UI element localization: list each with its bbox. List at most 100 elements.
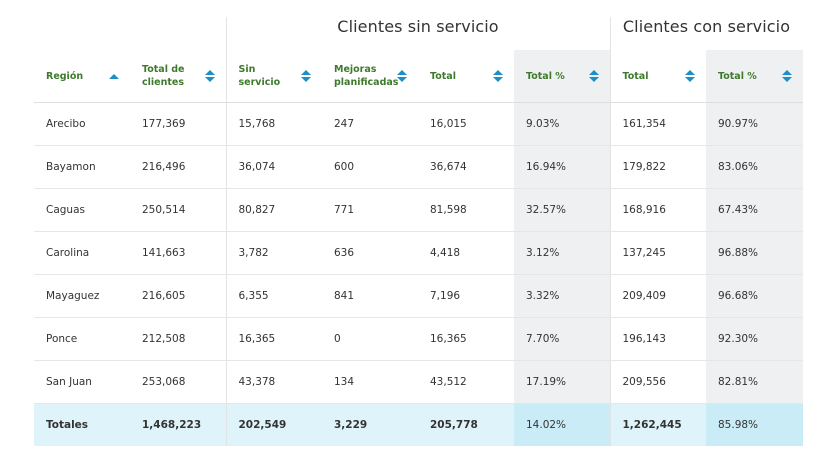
- cell-total-clients: 177,369: [130, 102, 226, 146]
- cell-without-service: 202,549: [225, 403, 322, 446]
- cell-region: Totales: [34, 403, 130, 446]
- group-title-without-service: Clientes sin servicio: [337, 17, 499, 36]
- column-header-total-pct-with[interactable]: Total %: [706, 50, 803, 103]
- group-divider: [610, 17, 611, 50]
- column-header-label: Total %: [718, 70, 757, 82]
- column-header-label: Total: [430, 70, 456, 82]
- cell-total-clients: 253,068: [130, 360, 226, 404]
- cell-region: Caguas: [34, 188, 130, 232]
- table-row: Ponce 212,508 16,365 0 16,365 7.70% 196,143 92.…: [34, 317, 803, 361]
- cell-planned-improvements: 771: [322, 188, 418, 232]
- cell-without-service: 36,074: [225, 145, 322, 189]
- cell-total-without: 205,778: [418, 403, 514, 446]
- cell-planned-improvements: 0: [322, 317, 418, 361]
- cell-total-clients: 212,508: [130, 317, 226, 361]
- column-header-row: Región Total de clientes Sin servicio Mejor…: [34, 50, 803, 103]
- table-row: Mayaguez 216,605 6,355 841 7,196 3.32% 209,409…: [34, 274, 803, 318]
- cell-total-pct-without: 3.32%: [514, 274, 610, 318]
- column-header-without-service[interactable]: Sin servicio: [225, 50, 322, 103]
- cell-total-pct-with: 90.97%: [706, 102, 803, 146]
- outage-data-table: Región Total de clientes Sin servicio Mejor…: [34, 50, 803, 446]
- cell-total-pct-without: 32.57%: [514, 188, 610, 232]
- cell-total-with: 209,409: [609, 274, 706, 318]
- column-header-label: Total de clientes: [142, 64, 185, 88]
- cell-total-without: 43,512: [418, 360, 514, 404]
- cell-total-pct-without: 7.70%: [514, 317, 610, 361]
- outage-table-widget: Clientes sin servicio Clientes con servi…: [34, 17, 803, 446]
- cell-region: Arecibo: [34, 102, 130, 146]
- cell-planned-improvements: 247: [322, 102, 418, 146]
- cell-total-pct-without: 9.03%: [514, 102, 610, 146]
- cell-planned-improvements: 841: [322, 274, 418, 318]
- cell-region: Bayamon: [34, 145, 130, 189]
- column-header-region[interactable]: Región: [34, 50, 130, 103]
- cell-total-clients: 141,663: [130, 231, 226, 275]
- column-header-label: Total: [622, 70, 649, 82]
- sort-toggle-icon[interactable]: [396, 69, 408, 83]
- cell-region: Carolina: [34, 231, 130, 275]
- cell-total-pct-without: 14.02%: [514, 403, 610, 446]
- cell-total-with: 179,822: [609, 145, 706, 189]
- table-row: Caguas 250,514 80,827 771 81,598 32.57% 168,91…: [34, 188, 803, 232]
- cell-total-pct-with: 85.98%: [706, 403, 803, 446]
- cell-total-pct-with: 96.68%: [706, 274, 803, 318]
- sort-toggle-icon[interactable]: [588, 69, 600, 83]
- cell-without-service: 43,378: [225, 360, 322, 404]
- table-row: Arecibo 177,369 15,768 247 16,015 9.03% 161,35…: [34, 102, 803, 146]
- cell-total-with: 168,916: [609, 188, 706, 232]
- cell-total-with: 137,245: [609, 231, 706, 275]
- cell-total-with: 161,354: [609, 102, 706, 146]
- cell-without-service: 6,355: [225, 274, 322, 318]
- sort-toggle-icon[interactable]: [204, 69, 216, 83]
- sort-toggle-icon[interactable]: [684, 69, 696, 83]
- column-header-planned-improvements[interactable]: Mejoras planificadas: [322, 50, 418, 103]
- cell-total-without: 81,598: [418, 188, 514, 232]
- group-header-row: Clientes sin servicio Clientes con servi…: [34, 17, 803, 50]
- cell-total-pct-without: 3.12%: [514, 231, 610, 275]
- cell-without-service: 16,365: [225, 317, 322, 361]
- cell-planned-improvements: 600: [322, 145, 418, 189]
- cell-total-without: 16,365: [418, 317, 514, 361]
- cell-total-without: 7,196: [418, 274, 514, 318]
- cell-total-pct-with: 82.81%: [706, 360, 803, 404]
- cell-total-with: 1,262,445: [609, 403, 706, 446]
- column-header-label: Mejoras planificadas: [334, 64, 399, 88]
- column-header-label: Sin servicio: [238, 64, 281, 88]
- table-row: San Juan 253,068 43,378 134 43,512 17.19% 209,…: [34, 360, 803, 404]
- table-body: Arecibo 177,369 15,768 247 16,015 9.03% 161,35…: [34, 102, 803, 446]
- cell-total-pct-with: 96.88%: [706, 231, 803, 275]
- table-row: Carolina 141,663 3,782 636 4,418 3.12% 137,245…: [34, 231, 803, 275]
- group-title-with-service: Clientes con servicio: [622, 17, 791, 36]
- cell-region: San Juan: [34, 360, 130, 404]
- sort-ascending-icon[interactable]: [108, 72, 120, 80]
- cell-without-service: 3,782: [225, 231, 322, 275]
- column-header-label: Región: [46, 70, 84, 82]
- cell-region: Mayaguez: [34, 274, 130, 318]
- sort-toggle-icon[interactable]: [781, 69, 793, 83]
- cell-total-clients: 216,496: [130, 145, 226, 189]
- cell-without-service: 80,827: [225, 188, 322, 232]
- column-header-total-without[interactable]: Total: [418, 50, 514, 103]
- cell-total-pct-without: 16.94%: [514, 145, 610, 189]
- cell-total-pct-with: 83.06%: [706, 145, 803, 189]
- column-header-total-clients[interactable]: Total de clientes: [130, 50, 226, 103]
- cell-planned-improvements: 636: [322, 231, 418, 275]
- sort-toggle-icon[interactable]: [300, 69, 312, 83]
- cell-total-with: 209,556: [609, 360, 706, 404]
- column-header-label: Total %: [526, 70, 565, 82]
- cell-total-pct-with: 92.30%: [706, 317, 803, 361]
- sort-toggle-icon[interactable]: [492, 69, 504, 83]
- cell-region: Ponce: [34, 317, 130, 361]
- cell-planned-improvements: 3,229: [322, 403, 418, 446]
- cell-without-service: 15,768: [225, 102, 322, 146]
- column-header-total-pct-without[interactable]: Total %: [514, 50, 610, 103]
- cell-total-pct-without: 17.19%: [514, 360, 610, 404]
- cell-total-clients: 1,468,223: [130, 403, 226, 446]
- cell-total-without: 36,674: [418, 145, 514, 189]
- cell-total-clients: 250,514: [130, 188, 226, 232]
- group-divider: [226, 17, 227, 50]
- cell-total-without: 16,015: [418, 102, 514, 146]
- column-header-total-with[interactable]: Total: [609, 50, 706, 103]
- cell-total-clients: 216,605: [130, 274, 226, 318]
- cell-planned-improvements: 134: [322, 360, 418, 404]
